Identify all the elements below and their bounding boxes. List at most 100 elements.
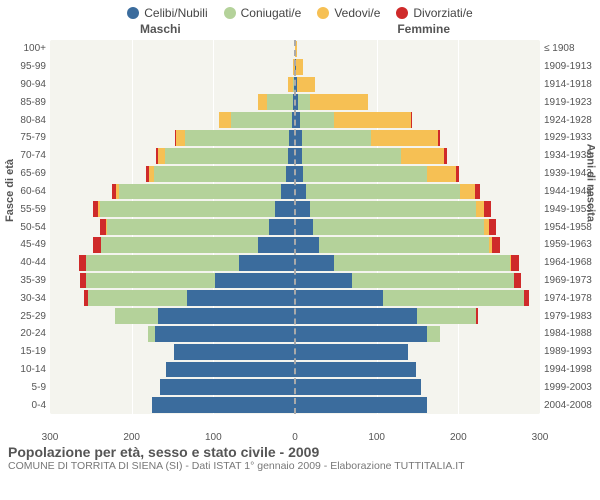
bar-segment (444, 148, 446, 164)
bar-segment (514, 273, 521, 289)
birth-year-label: 1954-1958 (544, 222, 598, 233)
bar-segment (295, 308, 417, 324)
male-bar (80, 273, 295, 289)
bar-segment (269, 219, 295, 235)
bar-segment (295, 166, 303, 182)
legend-label: Celibi/Nubili (144, 6, 207, 20)
bar-segment (511, 255, 519, 271)
age-label: 65-69 (4, 168, 46, 179)
bar-segment (158, 308, 295, 324)
age-label: 5-9 (4, 382, 46, 393)
male-bar (112, 184, 295, 200)
male-bar (160, 379, 295, 395)
female-bar (295, 184, 480, 200)
bar-segment (295, 344, 408, 360)
x-tick: 200 (123, 432, 140, 443)
bar-segment (303, 166, 427, 182)
male-bar (152, 397, 295, 413)
male-bar (258, 94, 295, 110)
age-label: 70-74 (4, 150, 46, 161)
bar-segment (295, 362, 416, 378)
male-bar (100, 219, 295, 235)
birth-year-label: 1924-1928 (544, 115, 598, 126)
male-bar (174, 344, 295, 360)
birth-year-label: 1939-1943 (544, 168, 598, 179)
female-bar (295, 290, 529, 306)
female-bar (295, 362, 416, 378)
birth-year-label: 1909-1913 (544, 61, 598, 72)
bar-segment (166, 362, 295, 378)
female-bar (295, 201, 491, 217)
birth-year-label: 1999-2003 (544, 382, 598, 393)
bar-segment (302, 148, 402, 164)
bar-segment (187, 290, 295, 306)
age-label: 95-99 (4, 61, 46, 72)
female-bar (295, 148, 447, 164)
male-bar (92, 201, 295, 217)
bar-segment (476, 201, 484, 217)
bar-segment (165, 148, 287, 164)
legend-item: Divorziati/e (396, 6, 472, 20)
bar-segment (295, 219, 313, 235)
bar-segment (334, 255, 510, 271)
bar-segment (296, 59, 303, 75)
population-pyramid-chart: Maschi Femmine Fasce di età Anni di nasc… (0, 22, 600, 442)
female-bar (295, 219, 496, 235)
bar-segment (401, 148, 444, 164)
birth-year-label: 1994-1998 (544, 364, 598, 375)
female-bar (295, 379, 421, 395)
bar-segment (524, 290, 529, 306)
bar-segment (258, 237, 295, 253)
bar-segment (231, 112, 292, 128)
bar-segment (152, 397, 295, 413)
legend-swatch (224, 7, 236, 19)
bar-segment (86, 273, 215, 289)
age-label: 85-89 (4, 97, 46, 108)
bar-segment (319, 237, 489, 253)
age-label: 0-4 (4, 400, 46, 411)
chart-subtitle: COMUNE DI TORRITA DI SIENA (SI) - Dati I… (8, 460, 592, 472)
age-label: 40-44 (4, 257, 46, 268)
bar-segment (281, 184, 295, 200)
x-tick: 0 (292, 432, 298, 443)
bar-segment (86, 255, 240, 271)
female-bar (295, 237, 500, 253)
footer: Popolazione per età, sesso e stato civil… (0, 442, 600, 472)
bar-segment (101, 237, 258, 253)
bar-segment (295, 397, 427, 413)
age-label: 35-39 (4, 275, 46, 286)
female-bar (295, 59, 303, 75)
bar-segment (267, 94, 293, 110)
chart-title: Popolazione per età, sesso e stato civil… (8, 444, 592, 460)
age-label: 25-29 (4, 311, 46, 322)
x-tick: 300 (42, 432, 59, 443)
birth-year-label: 1989-1993 (544, 346, 598, 357)
bar-segment (295, 379, 421, 395)
female-bar (295, 273, 521, 289)
birth-year-label: 2004-2008 (544, 400, 598, 411)
male-bar (175, 130, 295, 146)
age-label: 15-19 (4, 346, 46, 357)
bar-segment (154, 166, 286, 182)
male-bar (115, 308, 295, 324)
bar-segment (100, 201, 276, 217)
bar-segment (438, 130, 440, 146)
female-bar (295, 112, 412, 128)
bar-segment (484, 201, 491, 217)
legend: Celibi/NubiliConiugati/eVedovi/eDivorzia… (0, 0, 600, 22)
legend-item: Celibi/Nubili (127, 6, 207, 20)
legend-item: Coniugati/e (224, 6, 302, 20)
age-label: 20-24 (4, 328, 46, 339)
birth-year-label: 1984-1988 (544, 328, 598, 339)
bar-segment (295, 255, 334, 271)
female-bar (295, 77, 315, 93)
bar-segment (302, 130, 371, 146)
bar-segment (411, 112, 412, 128)
bar-segment (456, 166, 459, 182)
center-line (294, 40, 296, 414)
bar-segment (371, 130, 438, 146)
bar-segment (88, 290, 188, 306)
age-label: 55-59 (4, 204, 46, 215)
birth-year-label: 1959-1963 (544, 239, 598, 250)
birth-year-label: 1944-1948 (544, 186, 598, 197)
